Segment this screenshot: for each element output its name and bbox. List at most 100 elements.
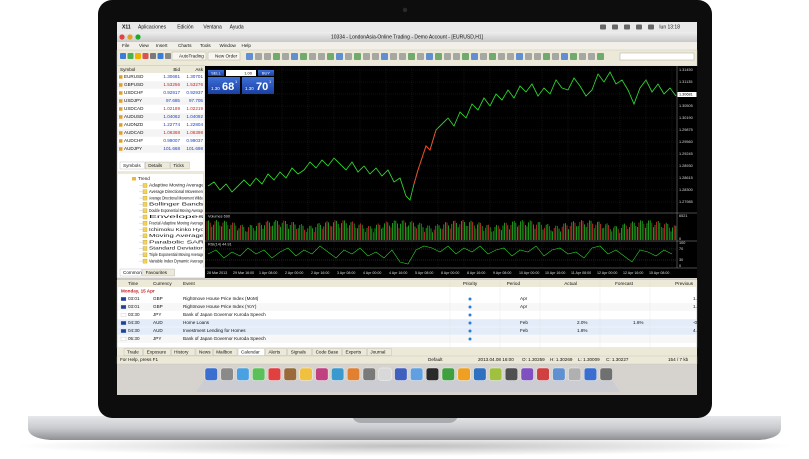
dock-icon[interactable] [378,367,392,381]
toolbar-icon[interactable] [300,53,307,60]
market-watch-row[interactable] [117,137,205,145]
market-watch-row[interactable] [117,81,205,89]
navigator-item[interactable]: Average Directional Movement Wilder [149,195,204,200]
toolbar-icon[interactable] [489,53,496,60]
toolbar-icon[interactable] [462,53,469,60]
toolbar-icon[interactable] [543,53,550,60]
dock-icon[interactable] [584,367,597,381]
window-control[interactable] [119,34,125,40]
navigator-item[interactable]: Double Exponential Moving Average [149,208,204,213]
dock-icon[interactable] [473,367,487,381]
market-watch-row[interactable] [117,145,205,153]
toolbox-tab[interactable] [265,348,287,356]
calendar-row[interactable] [117,295,697,303]
volume-box[interactable] [226,70,256,76]
toolbar-icon[interactable] [444,53,451,60]
navigator-item[interactable]: Average Directional Movement [149,189,205,194]
menu-item[interactable]: Charts [178,43,192,48]
menu-item[interactable]: File [122,43,130,48]
toolbar-icon[interactable] [453,53,460,60]
sell-price-box[interactable] [208,77,240,94]
dock-icon[interactable] [520,367,534,381]
calendar-row[interactable] [117,311,697,319]
toolbar-icon[interactable] [597,53,604,60]
dock-icon[interactable] [204,367,218,381]
navigator-item[interactable]: Bollinger Bands [149,202,205,207]
search-box[interactable] [619,52,695,61]
menu-item[interactable]: Tools [200,43,211,48]
toolbox-tab[interactable] [143,348,171,356]
navigator-tab[interactable] [119,268,142,277]
market-watch-row[interactable] [117,73,205,81]
toolbar-icon[interactable] [417,53,424,60]
navigator-item[interactable]: Variable Index Dynamic Average [149,258,204,263]
toolbar-icon[interactable] [381,53,388,60]
toolbar-icon[interactable] [127,53,134,59]
toolbar-icon[interactable] [264,53,271,60]
calendar-row[interactable] [117,327,697,335]
dock-icon[interactable] [552,367,566,381]
toolbox-tab[interactable] [195,348,213,356]
os-menu-item[interactable]: Aplicaciones [138,24,167,30]
toolbar-icon[interactable] [142,53,149,59]
dock-icon[interactable] [410,367,424,381]
dock-icon[interactable] [252,367,266,381]
market-watch-row[interactable] [117,113,205,121]
menu-item[interactable]: Window [220,43,237,48]
market-watch-row[interactable] [117,89,205,97]
dock-icon[interactable] [331,367,345,381]
toolbox-tab[interactable] [287,348,312,356]
market-watch-tab[interactable] [145,161,170,170]
window-control[interactable] [127,34,133,40]
navigator-item[interactable]: Moving Average [149,233,205,238]
toolbar-icon[interactable] [363,53,370,60]
toolbox-tab[interactable] [237,348,265,356]
dock-icon[interactable] [394,367,408,381]
window-control[interactable] [135,34,141,40]
toolbox-tab[interactable] [213,348,238,356]
toolbar-icon[interactable] [426,53,433,60]
toolbox-tab[interactable] [170,348,196,356]
calendar-row[interactable] [117,303,697,311]
toolbox-tab[interactable] [367,348,392,356]
os-menu-item[interactable]: Ayuda [230,24,244,30]
dock-icon[interactable] [489,367,503,381]
toolbar-icon[interactable] [255,53,262,60]
dock-icon[interactable] [599,367,613,381]
toolbar-icon[interactable] [309,53,316,60]
os-menu-item[interactable]: Edición [177,24,194,30]
os-menu-item[interactable]: Ventana [203,24,222,30]
toolbox-tab[interactable] [342,348,367,356]
navigator-item[interactable]: Fractal Adaptive Moving Average [149,221,204,226]
toolbar-icon[interactable] [345,53,352,60]
toolbar-icon[interactable] [498,53,505,60]
dock-icon[interactable] [299,367,313,381]
dock-icon[interactable] [426,367,439,381]
autotrading-button[interactable] [171,51,207,61]
toolbar-icon[interactable] [408,53,415,60]
market-watch-tab[interactable] [119,161,145,170]
navigator-item[interactable]: Parabolic SAR [149,239,205,244]
dock-icon[interactable] [505,367,518,381]
navigator-item[interactable]: Standard Deviation [149,246,205,251]
toolbar-icon[interactable] [390,53,397,60]
toolbar-icon[interactable] [507,53,514,60]
toolbar-icon[interactable] [561,53,568,60]
buy-price-box[interactable] [242,77,274,94]
market-watch-row[interactable] [117,121,205,129]
market-watch-row[interactable] [117,97,205,105]
toolbar-icon[interactable] [516,53,523,60]
toolbar-icon[interactable] [291,53,298,60]
toolbar-icon[interactable] [579,53,586,60]
toolbar-icon[interactable] [552,53,559,60]
toolbar-icon[interactable] [525,53,532,60]
dock-icon[interactable] [220,367,234,381]
dock-icon[interactable] [283,367,297,381]
calendar-row[interactable] [117,319,697,327]
sell-button[interactable] [208,70,224,76]
toolbox-tab[interactable] [312,348,342,356]
dock-icon[interactable] [236,367,250,381]
toolbar-icon[interactable] [534,53,541,60]
toolbar-icon[interactable] [372,53,379,60]
toolbar-icon[interactable] [471,53,478,60]
